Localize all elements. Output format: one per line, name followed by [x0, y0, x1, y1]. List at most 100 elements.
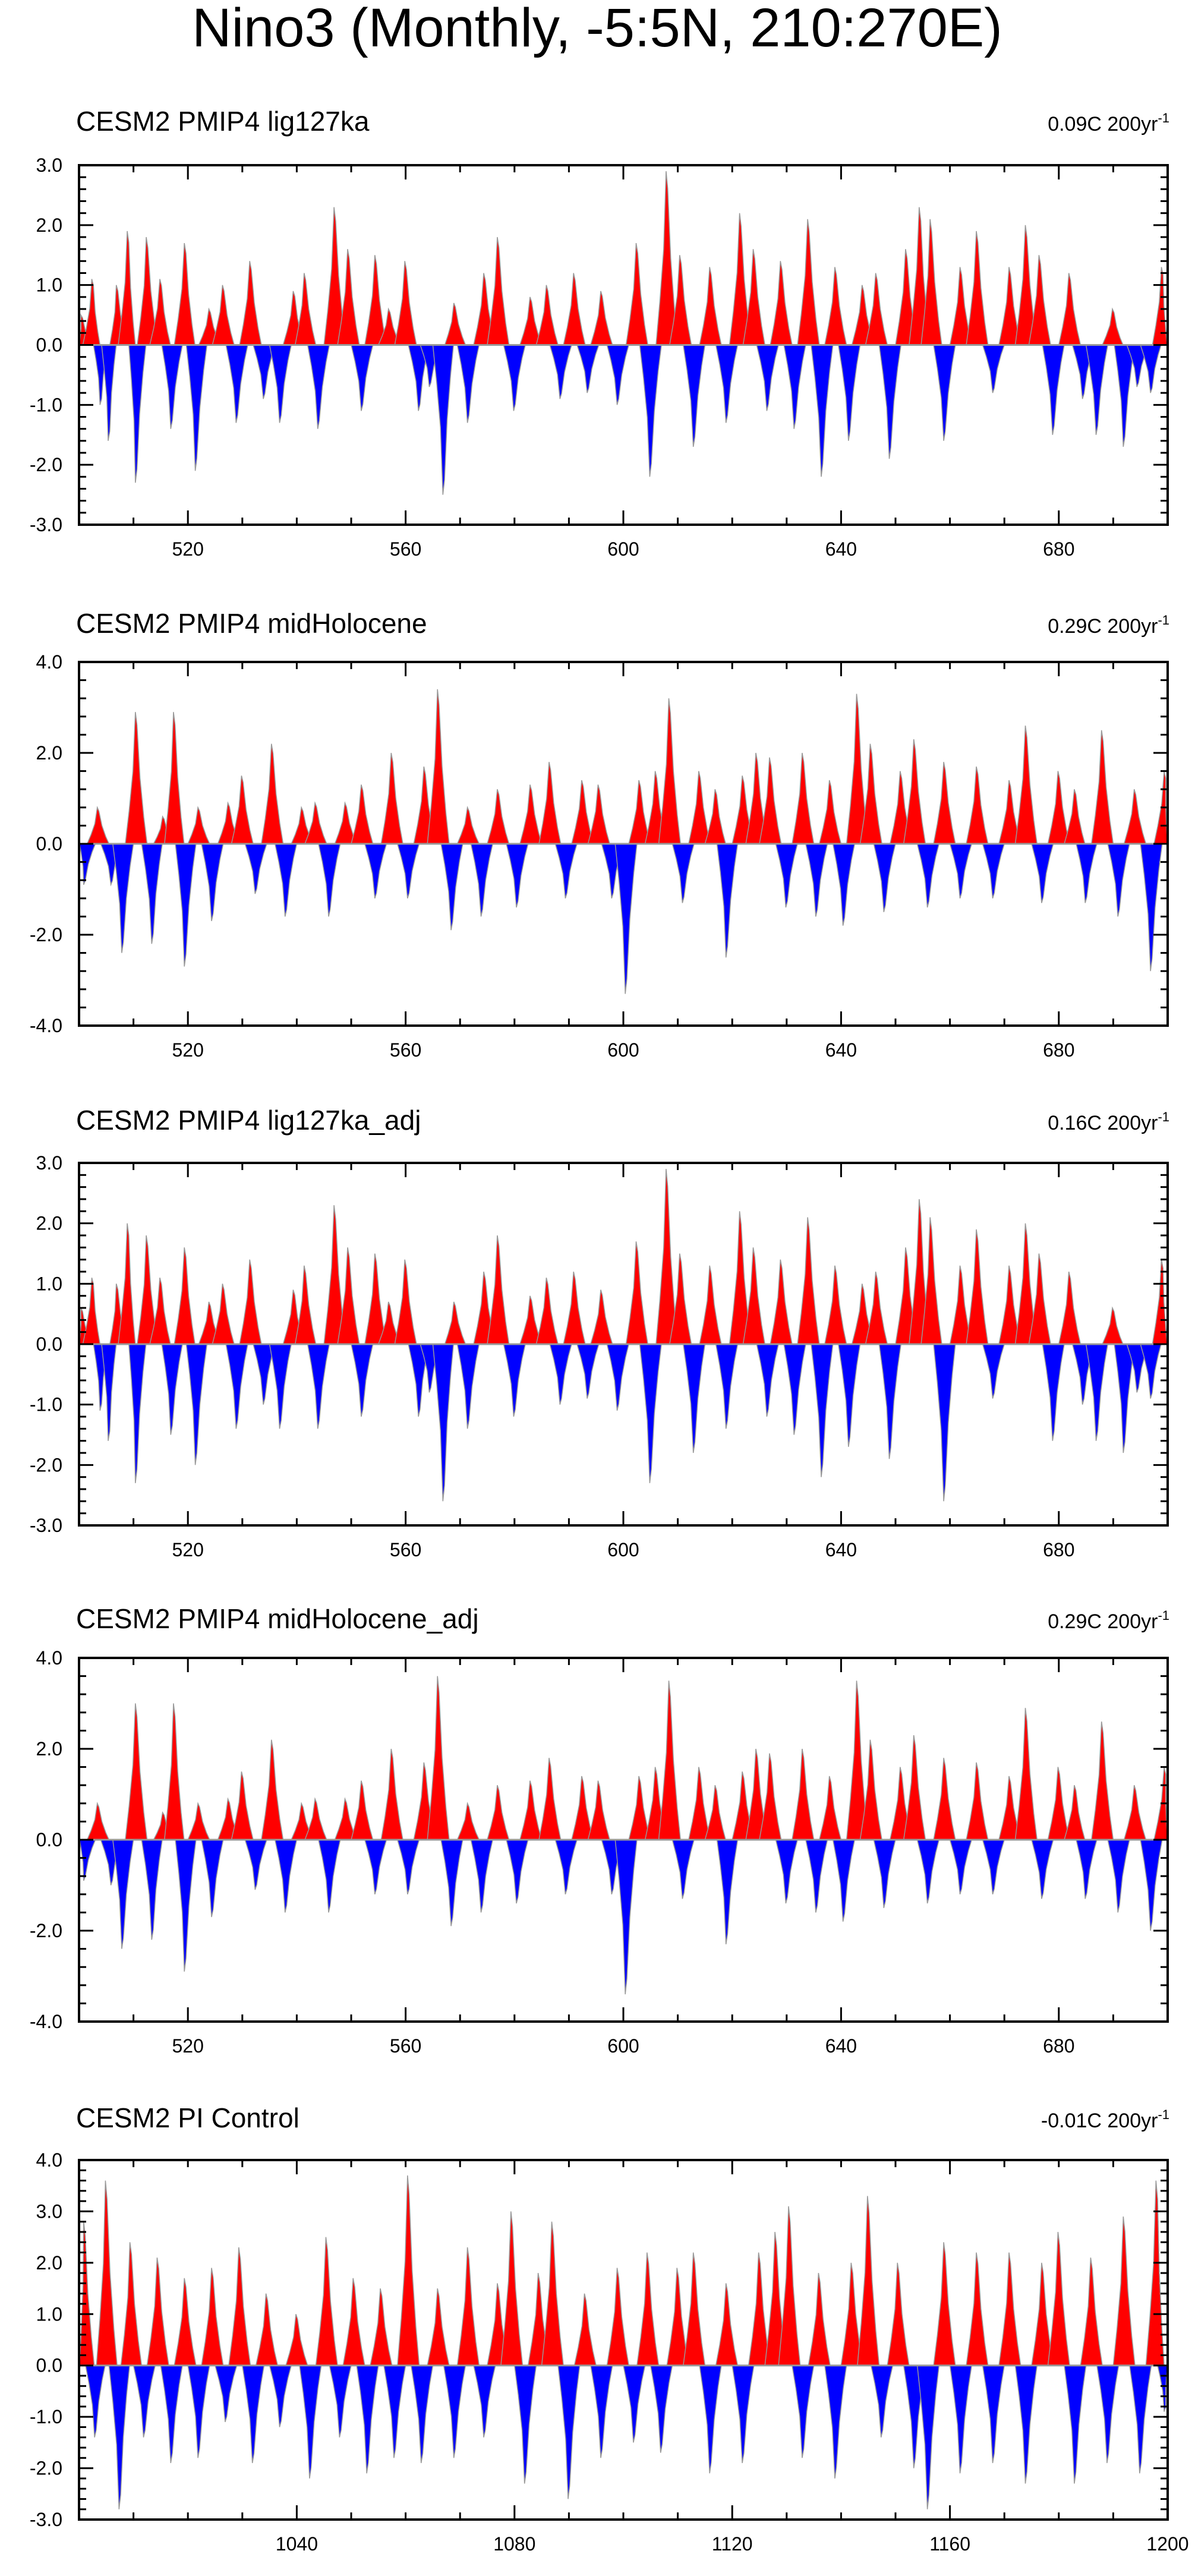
cold-anomaly-peak: [141, 843, 163, 944]
chart-panel-2: CESM2 PMIP4 midHolocene 0.29C 200yr-1 520 5…: [30, 608, 1169, 1061]
warm-anomaly-peak: [380, 752, 403, 844]
x-tick-label: 1080: [493, 2533, 535, 2555]
cold-anomaly-peak: [364, 1839, 387, 1895]
y-tick-label: -3.0: [30, 514, 62, 535]
cold-anomaly-peak: [682, 344, 706, 447]
cold-anomaly-peak: [792, 2364, 815, 2458]
cold-anomaly-peak: [85, 2364, 106, 2438]
warm-anomaly-peak: [1064, 789, 1086, 844]
cold-anomaly-peak: [160, 2364, 183, 2464]
cold-anomaly-peak: [128, 1344, 147, 1483]
warm-anomaly-peak: [380, 1748, 403, 1840]
cold-anomaly-peak: [299, 2364, 322, 2479]
trend-superscript: -1: [1158, 2107, 1169, 2122]
cold-anomaly-peak: [269, 344, 292, 423]
x-tick-label: 1160: [929, 2533, 970, 2555]
warm-anomaly-peak: [535, 1278, 559, 1345]
cold-anomaly-peak: [1140, 1839, 1163, 1931]
cold-anomaly-peak: [470, 843, 494, 917]
cold-anomaly-peak: [244, 843, 268, 894]
warm-anomaly-peak: [79, 2221, 95, 2366]
cold-anomaly-peak: [175, 843, 197, 967]
plot-area: [79, 689, 1168, 994]
cold-anomaly-peak: [225, 1344, 248, 1429]
cold-anomaly-peak: [715, 344, 739, 423]
cold-anomaly-peak: [832, 843, 856, 926]
cold-anomaly-peak: [873, 843, 896, 912]
warm-anomaly-peak: [231, 1771, 254, 1840]
cold-anomaly-peak: [503, 1344, 526, 1417]
cold-anomaly-peak: [443, 2364, 466, 2458]
warm-anomaly-peak: [865, 1271, 888, 1345]
cold-anomaly-peak: [590, 2364, 613, 2458]
plot-area: [79, 1676, 1168, 1995]
cold-anomaly-peak: [506, 1839, 529, 1904]
warm-anomaly-peak: [625, 242, 649, 346]
warm-anomaly-peak: [394, 261, 417, 346]
warm-anomaly-peak: [704, 1784, 727, 1840]
x-tick-label: 520: [172, 1539, 204, 1560]
cold-anomaly-peak: [639, 1344, 662, 1483]
warm-anomaly-peak: [1101, 1306, 1124, 1345]
warm-anomaly-peak: [82, 279, 101, 346]
y-tick-label: 2.0: [36, 2252, 62, 2274]
warm-anomaly-peak: [1123, 1784, 1147, 1840]
cold-anomaly-peak: [557, 2364, 581, 2499]
y-tick-label: -2.0: [30, 924, 62, 945]
cold-anomaly-peak: [351, 1344, 374, 1417]
x-tick-label: 520: [172, 1039, 204, 1061]
cold-anomaly-peak: [244, 1839, 268, 1890]
warm-anomaly-peak: [699, 1265, 722, 1345]
warm-anomaly-peak: [370, 2288, 393, 2366]
cold-anomaly-peak: [513, 2364, 537, 2484]
warm-anomaly-peak: [770, 261, 793, 346]
x-tick-label: 560: [390, 2035, 421, 2057]
cold-anomaly-peak: [554, 843, 578, 899]
warm-anomaly-peak: [920, 1217, 942, 1345]
cold-anomaly-peak: [982, 1839, 1005, 1895]
cold-anomaly-peak: [549, 1344, 572, 1405]
warm-anomaly-peak: [590, 1289, 613, 1345]
plot-area: [79, 1169, 1168, 1502]
warm-anomaly-peak: [487, 789, 510, 844]
cold-anomaly-peak: [432, 1344, 455, 1502]
warm-anomaly-peak: [797, 1217, 820, 1345]
warm-anomaly-peak: [933, 2242, 956, 2366]
cold-anomaly-peak: [716, 843, 739, 958]
cold-anomaly-peak: [933, 344, 956, 441]
warm-anomaly-peak: [1028, 255, 1051, 346]
warm-anomaly-peak: [966, 1229, 989, 1345]
y-tick-label: 4.0: [36, 1647, 62, 1669]
warm-anomaly-peak: [759, 1753, 782, 1840]
y-tick-label: 2.0: [36, 1213, 62, 1234]
x-tick-label: 680: [1043, 538, 1074, 560]
warm-anomaly-peak: [149, 279, 171, 346]
warm-anomaly-peak: [715, 2283, 739, 2366]
warm-anomaly-peak: [887, 2262, 910, 2366]
cold-anomaly-peak: [775, 843, 799, 908]
cold-anomaly-peak: [671, 843, 695, 903]
warm-anomaly-peak: [535, 285, 559, 346]
warm-anomaly-peak: [456, 1802, 480, 1840]
y-tick-label: 2.0: [36, 1738, 62, 1760]
warm-anomaly-peak: [228, 2247, 251, 2366]
x-tick-label: 680: [1043, 1539, 1074, 1560]
warm-anomaly-peak: [1064, 1784, 1086, 1840]
trend-value: 0.09C 200yr: [1048, 113, 1158, 135]
trend-superscript: -1: [1158, 1109, 1169, 1124]
warm-anomaly-peak: [337, 249, 360, 346]
warm-anomaly-peak: [149, 1278, 171, 1345]
warm-anomaly-peak: [759, 757, 782, 844]
warm-anomaly-peak: [606, 2268, 630, 2366]
warm-anomaly-peak: [538, 1758, 562, 1840]
warm-anomaly-peak: [590, 291, 613, 346]
cold-anomaly-peak: [112, 843, 134, 953]
cold-anomaly-peak: [356, 2364, 379, 2474]
y-tick-label: 2.0: [36, 742, 62, 764]
warm-anomaly-peak: [770, 1259, 793, 1345]
warm-anomaly-peak: [82, 1278, 101, 1345]
warm-anomaly-peak: [397, 2175, 420, 2366]
warm-anomaly-peak: [933, 762, 956, 844]
y-tick-label: -3.0: [30, 1515, 62, 1536]
cold-anomaly-peak: [101, 1344, 117, 1441]
